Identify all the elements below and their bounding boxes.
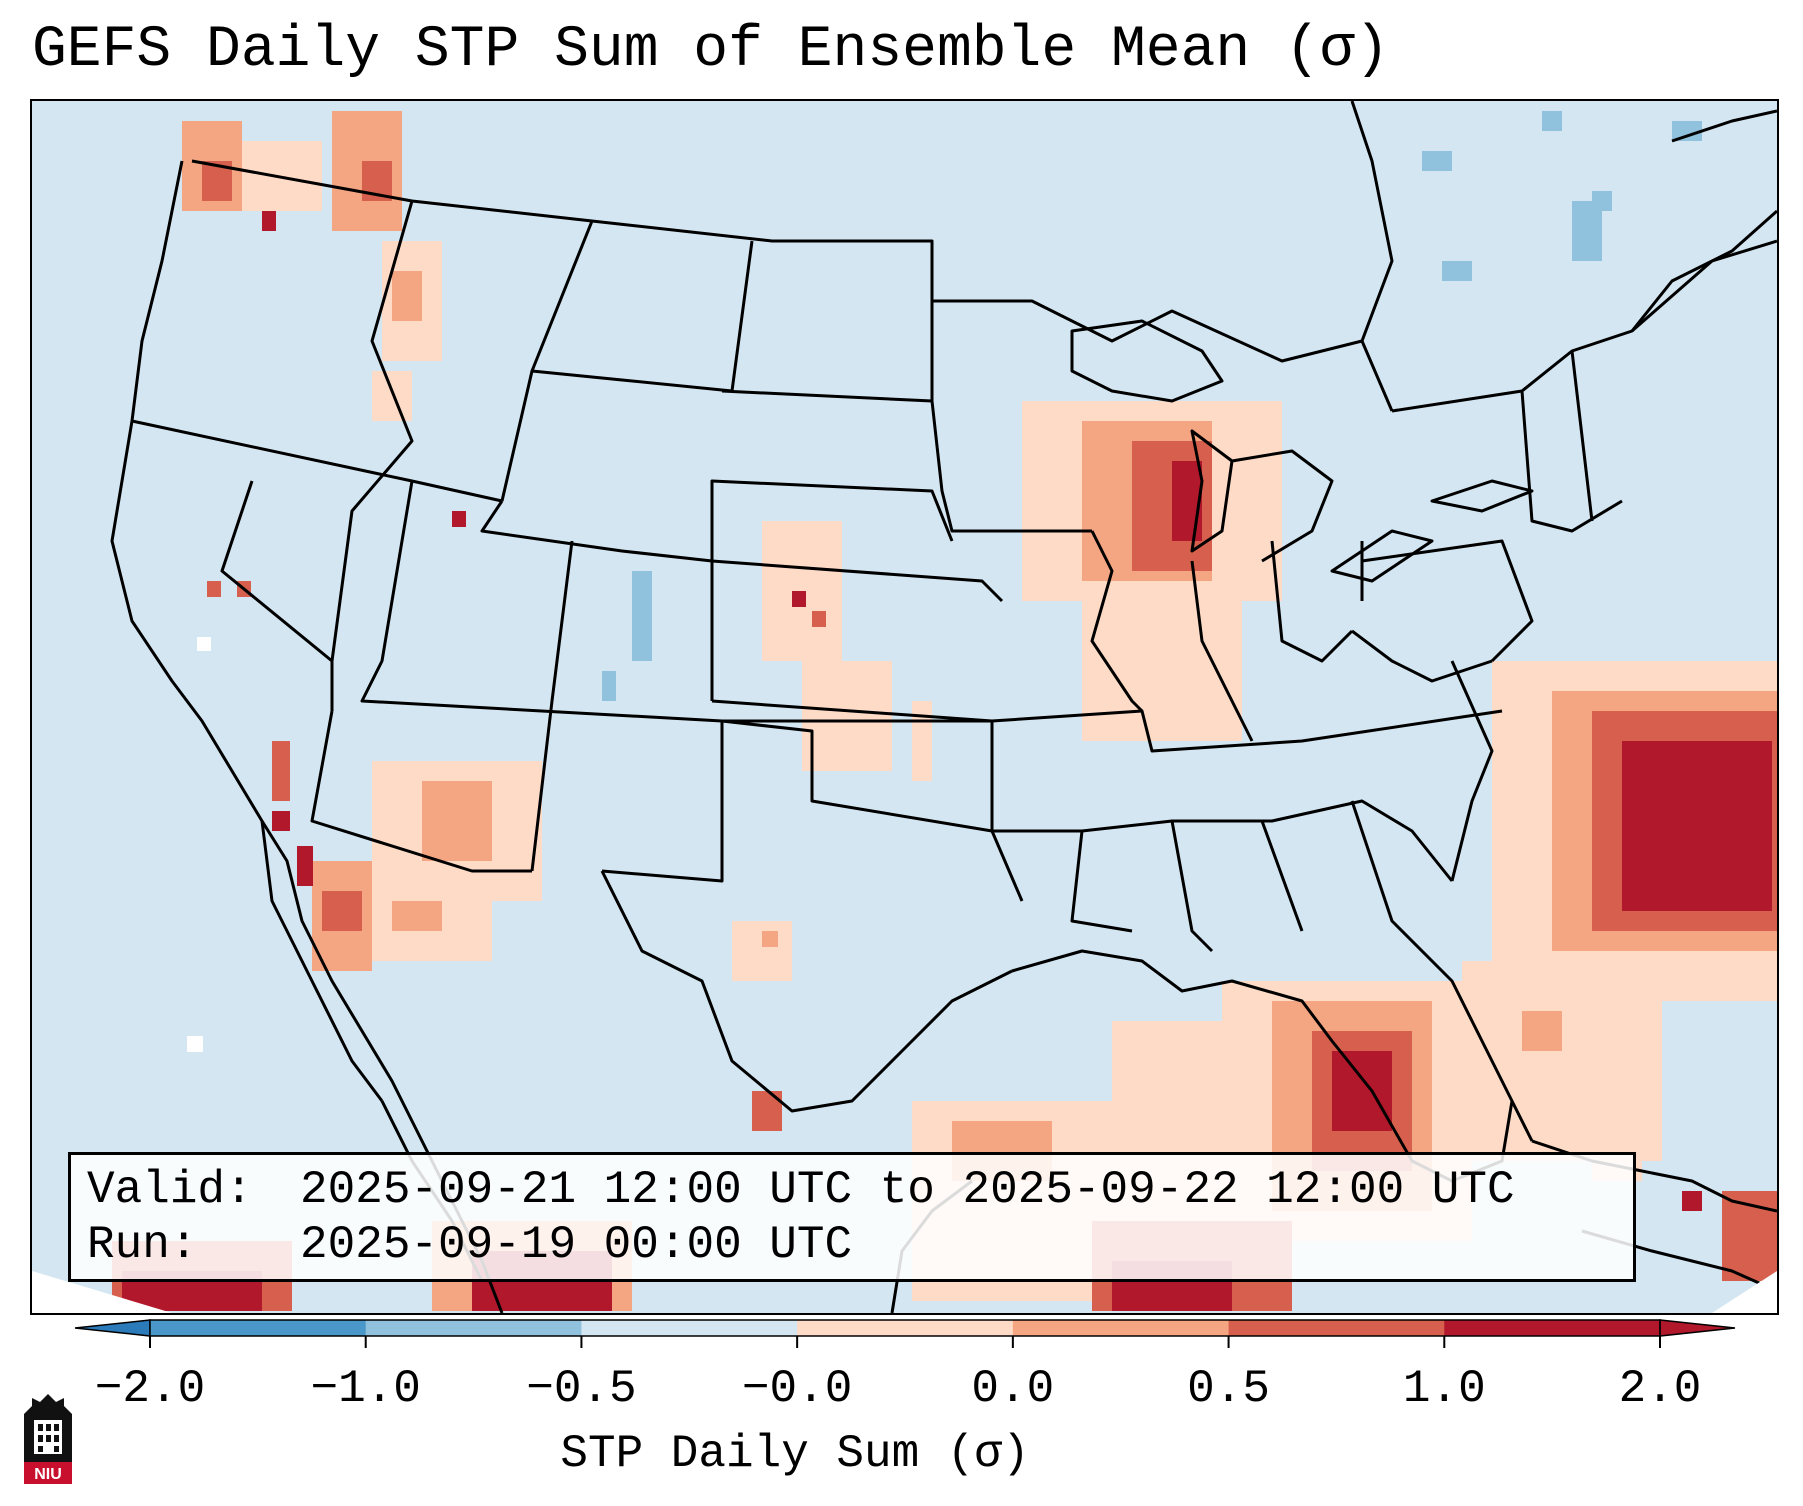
colorbar-ticks xyxy=(149,1336,1661,1348)
valid-row: Valid: 2025-09-21 12:00 UTC to 2025-09-22… xyxy=(87,1163,1633,1218)
projection-edge-right xyxy=(1712,1271,1777,1313)
colorbar-tick-label: −2.0 xyxy=(94,1363,206,1415)
colorbar-segment xyxy=(150,1320,367,1336)
colorbar-tick-label: 1.0 xyxy=(1402,1363,1486,1415)
map-panel: Valid: 2025-09-21 12:00 UTC to 2025-09-22… xyxy=(30,99,1779,1315)
valid-label: Valid: xyxy=(87,1164,253,1216)
page-title: GEFS Daily STP Sum of Ensemble Mean (σ) xyxy=(32,18,1390,83)
colorbar-segment xyxy=(1228,1320,1445,1336)
valid-time-box: Valid: 2025-09-21 12:00 UTC to 2025-09-22… xyxy=(68,1152,1636,1282)
run-row: Run: 2025-09-19 00:00 UTC xyxy=(87,1218,1633,1273)
colorbar-tick-label: 2.0 xyxy=(1618,1363,1702,1415)
colorbar-segment xyxy=(365,1320,582,1336)
colorbar-label: STP Daily Sum (σ) xyxy=(560,1428,1030,1480)
colorbar-segment xyxy=(581,1320,798,1336)
map-canvas xyxy=(32,101,1777,1313)
projection-edge xyxy=(32,1271,172,1313)
colorbar-segments xyxy=(74,1319,1736,1337)
colorbar-tick-label: 0.0 xyxy=(971,1363,1055,1415)
run-value: 2025-09-19 00:00 UTC xyxy=(300,1219,853,1271)
colorbar-outline xyxy=(149,1319,1661,1337)
colorbar-tick-label: 0.5 xyxy=(1187,1363,1270,1415)
colorbar-segment xyxy=(1444,1320,1661,1336)
run-label: Run: xyxy=(87,1219,198,1271)
colorbar-tick-label: −0.0 xyxy=(741,1363,853,1415)
colorbar-tick-label: −1.0 xyxy=(310,1363,421,1415)
colorbar-segment xyxy=(797,1320,1014,1336)
colorbar-segment xyxy=(1012,1320,1230,1336)
niu-tower-icon: NIU xyxy=(24,1394,72,1484)
colorbar-tick-label: −0.5 xyxy=(526,1363,637,1415)
logo-text: NIU xyxy=(34,1466,62,1483)
colorbar-extend-high xyxy=(1659,1319,1736,1337)
valid-value: 2025-09-21 12:00 UTC to 2025-09-22 12:00… xyxy=(300,1164,1515,1216)
map-borders xyxy=(110,101,1777,1313)
colorbar xyxy=(74,1319,1736,1348)
colorbar-extend-low xyxy=(74,1319,151,1337)
